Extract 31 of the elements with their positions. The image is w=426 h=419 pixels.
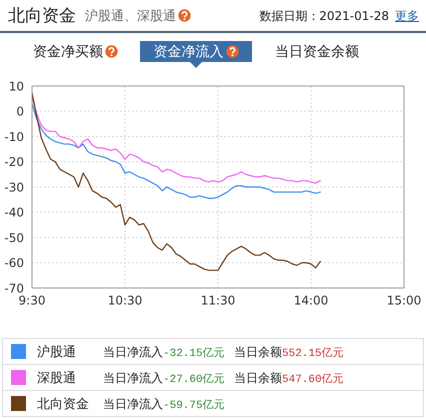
legend-label: 深股通	[37, 370, 76, 387]
y-tick-label: -10	[4, 130, 24, 144]
line-series	[32, 96, 321, 184]
text: 当日余额552.15亿元	[234, 345, 344, 360]
y-tick-label: -40	[4, 206, 24, 220]
text: 当日余额547.60亿元	[234, 371, 344, 386]
text: 当日净流入-32.15亿元	[103, 345, 225, 360]
x-tick-label: 10:30	[108, 294, 142, 308]
text: 当日净流入-27.60亿元	[103, 371, 225, 386]
text: 数据日期：2021-01-28	[259, 9, 389, 23]
text: 资金净买额	[33, 42, 103, 60]
line-series	[32, 92, 321, 271]
x-tick-label: 11:30	[200, 294, 236, 308]
x-tick-label: 9:30	[18, 294, 46, 308]
chart-title: 北向资金	[8, 5, 76, 27]
y-tick-label: 10	[8, 79, 24, 94]
line-series	[32, 103, 321, 199]
legend-label: 沪股通	[37, 344, 76, 361]
y-tick-label: 0	[16, 104, 24, 119]
x-tick-label: 14:00	[294, 294, 328, 308]
text: 当日净流入-59.75亿元	[103, 397, 225, 412]
y-tick-label: -70	[4, 281, 24, 296]
y-tick-label: -50	[4, 230, 24, 245]
y-tick-label: -20	[4, 155, 24, 170]
y-tick-label: -30	[4, 180, 24, 194]
y-tick-label: -60	[4, 256, 24, 270]
legend-label: 北向资金	[37, 396, 89, 413]
text: 当日资金余额	[275, 42, 359, 60]
text: 更多	[395, 9, 419, 23]
chart-subtitle: 沪股通、深股通	[85, 8, 176, 24]
x-tick-label: 15:00	[386, 294, 422, 308]
